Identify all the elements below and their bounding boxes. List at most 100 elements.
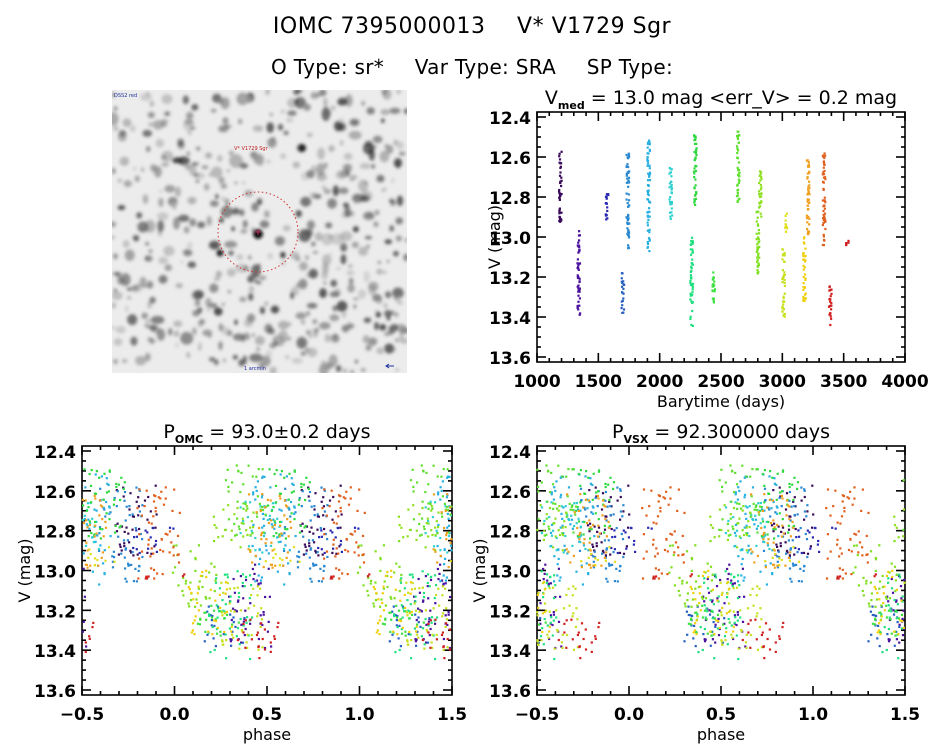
data-point xyxy=(325,550,329,553)
data-point xyxy=(124,567,127,570)
data-point xyxy=(561,517,564,520)
data-point xyxy=(549,575,552,578)
data-point xyxy=(108,512,111,515)
data-point xyxy=(236,570,239,573)
data-point xyxy=(736,498,739,501)
data-point xyxy=(766,533,769,536)
data-point xyxy=(402,607,405,610)
data-point xyxy=(785,549,789,552)
data-point xyxy=(736,611,739,614)
data-point xyxy=(239,609,242,612)
data-point xyxy=(273,527,276,530)
data-point xyxy=(373,605,376,608)
data-point xyxy=(625,545,628,548)
data-point xyxy=(822,213,825,216)
data-point xyxy=(604,518,607,521)
data-point xyxy=(427,622,430,625)
data-point xyxy=(601,492,605,495)
data-point xyxy=(755,594,758,597)
star xyxy=(144,241,150,246)
data-point xyxy=(605,577,608,580)
data-point xyxy=(264,542,267,545)
data-point xyxy=(393,597,396,600)
data-point xyxy=(736,183,739,186)
data-point xyxy=(404,606,407,609)
data-point xyxy=(393,613,396,616)
data-point xyxy=(743,476,746,479)
data-point xyxy=(188,588,191,591)
data-point xyxy=(788,485,791,489)
data-point xyxy=(881,574,884,578)
data-point xyxy=(885,597,888,600)
data-point xyxy=(595,495,598,498)
data-point xyxy=(246,507,249,510)
data-point xyxy=(214,618,217,621)
data-point xyxy=(694,164,697,168)
data-point xyxy=(869,581,872,584)
data-point xyxy=(388,640,391,643)
data-point xyxy=(553,555,556,558)
data-point xyxy=(728,621,731,624)
data-point xyxy=(768,508,771,511)
data-point xyxy=(750,495,753,498)
data-point xyxy=(721,623,725,626)
y-tick-label: 13.6 xyxy=(489,349,531,369)
data-point xyxy=(379,605,382,608)
data-point xyxy=(100,556,103,559)
star xyxy=(323,188,331,195)
data-point xyxy=(796,551,799,554)
data-point xyxy=(120,476,123,479)
data-point xyxy=(430,505,433,508)
star xyxy=(381,118,385,124)
data-point xyxy=(894,579,897,582)
data-point xyxy=(408,610,411,613)
data-point xyxy=(334,536,337,539)
data-point xyxy=(384,604,387,607)
data-point xyxy=(119,545,122,548)
star xyxy=(173,330,180,338)
data-point xyxy=(648,175,651,178)
data-point xyxy=(366,589,369,593)
data-point xyxy=(360,544,363,547)
data-point xyxy=(267,567,270,570)
data-point xyxy=(131,513,134,516)
data-point xyxy=(869,550,873,553)
data-point xyxy=(280,470,283,473)
data-point xyxy=(268,595,271,598)
star xyxy=(234,319,238,325)
star xyxy=(112,125,119,132)
star xyxy=(266,122,275,133)
data-point xyxy=(124,548,127,551)
data-point xyxy=(745,646,748,649)
data-point xyxy=(794,546,797,550)
data-point xyxy=(260,618,264,621)
data-point xyxy=(682,553,685,556)
data-point xyxy=(234,609,237,612)
data-point xyxy=(101,518,104,521)
data-point xyxy=(689,623,692,626)
data-point xyxy=(861,589,864,593)
data-point xyxy=(711,600,714,603)
star xyxy=(362,142,374,155)
data-point xyxy=(448,648,452,651)
data-point xyxy=(626,163,629,166)
data-point xyxy=(88,527,91,530)
data-point xyxy=(781,305,784,308)
data-point xyxy=(834,489,837,492)
data-point xyxy=(229,609,233,612)
data-point xyxy=(699,609,702,612)
data-point xyxy=(440,512,443,515)
data-point xyxy=(694,197,698,200)
data-point xyxy=(244,578,248,582)
data-point xyxy=(584,508,587,511)
data-point xyxy=(758,232,761,235)
data-point xyxy=(194,558,197,561)
data-point xyxy=(192,598,195,601)
data-point xyxy=(843,506,846,509)
data-point xyxy=(96,558,99,562)
data-point xyxy=(583,538,586,541)
data-point xyxy=(197,585,200,588)
data-point xyxy=(95,470,98,473)
data-point xyxy=(560,176,563,179)
data-point xyxy=(273,520,276,523)
